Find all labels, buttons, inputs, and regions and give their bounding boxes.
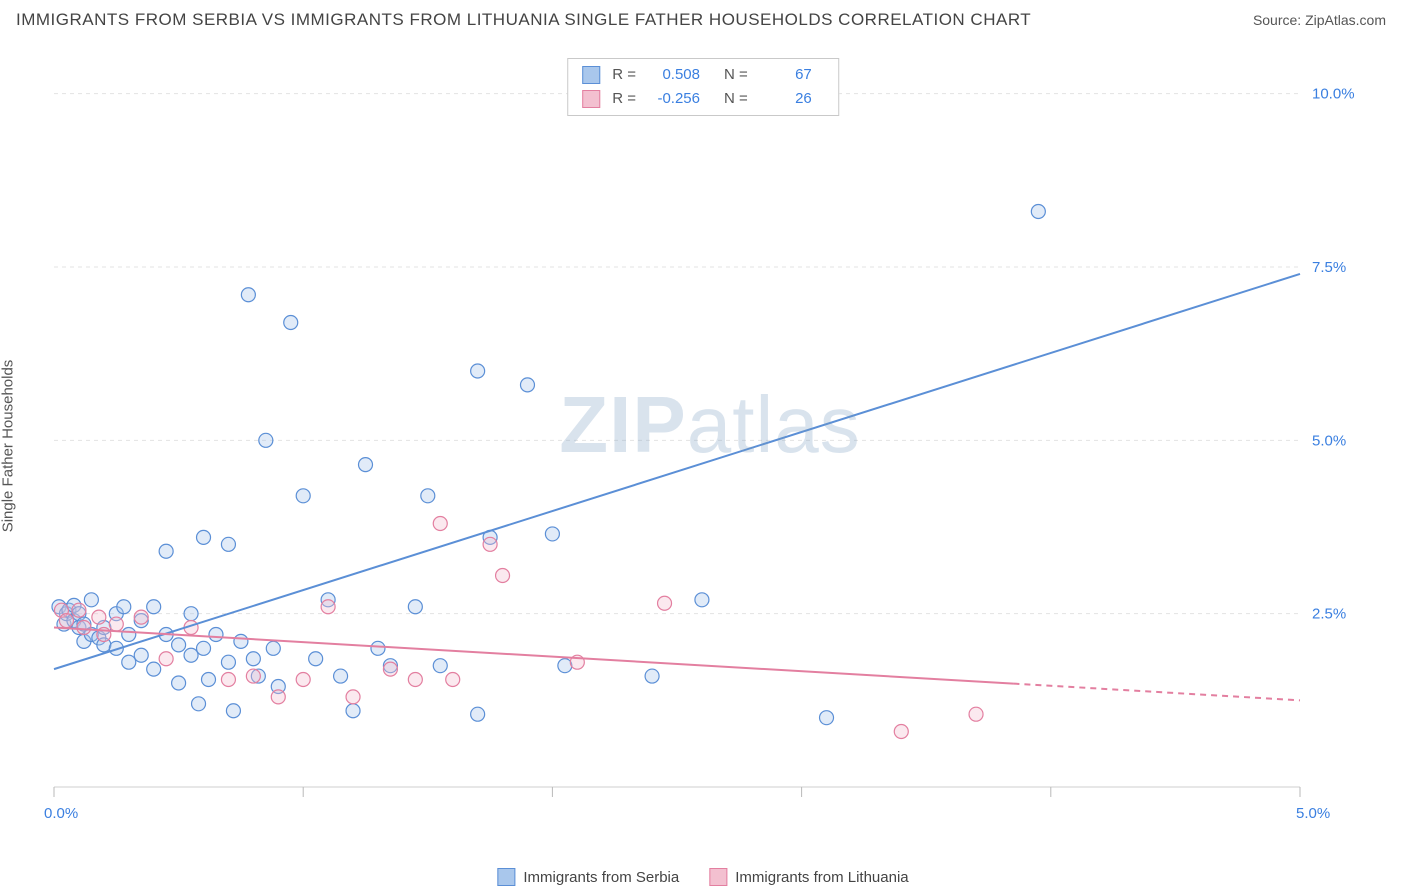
n-label: N = (724, 63, 748, 87)
chart-area: 2.5%5.0%7.5%10.0% ZIPatlas (50, 55, 1370, 825)
series-swatch (582, 90, 600, 108)
svg-text:7.5%: 7.5% (1312, 259, 1346, 276)
r-value: -0.256 (648, 87, 700, 111)
series-swatch (497, 868, 515, 886)
r-value: 0.508 (648, 63, 700, 87)
legend-item: Immigrants from Lithuania (709, 868, 908, 886)
scatter-plot: 2.5% 5.0% 7.5% 10.0% (50, 55, 1370, 825)
y-axis-label: Single Father Households (0, 360, 17, 533)
svg-text:10.0%: 10.0% (1312, 86, 1355, 103)
x-axis-origin-label: 0.0% (44, 805, 78, 822)
series-swatch (582, 66, 600, 84)
legend-label: Immigrants from Lithuania (735, 869, 908, 886)
r-label: R = (612, 63, 636, 87)
source-attribution: Source: ZipAtlas.com (1253, 12, 1386, 28)
series-swatch (709, 868, 727, 886)
stats-row: R = 0.508 N = 67 (582, 63, 824, 87)
series-legend: Immigrants from Serbia Immigrants from Li… (497, 868, 908, 886)
svg-text:5.0%: 5.0% (1312, 432, 1346, 449)
n-value: 26 (760, 87, 812, 111)
x-axis-max-label: 5.0% (1296, 805, 1330, 822)
legend-label: Immigrants from Serbia (523, 869, 679, 886)
stats-row: R = -0.256 N = 26 (582, 87, 824, 111)
r-label: R = (612, 87, 636, 111)
legend-item: Immigrants from Serbia (497, 868, 679, 886)
n-label: N = (724, 87, 748, 111)
svg-text:2.5%: 2.5% (1312, 606, 1346, 623)
stats-legend: R = 0.508 N = 67 R = -0.256 N = 26 (567, 58, 839, 116)
chart-title: IMMIGRANTS FROM SERBIA VS IMMIGRANTS FRO… (16, 10, 1031, 30)
n-value: 67 (760, 63, 812, 87)
